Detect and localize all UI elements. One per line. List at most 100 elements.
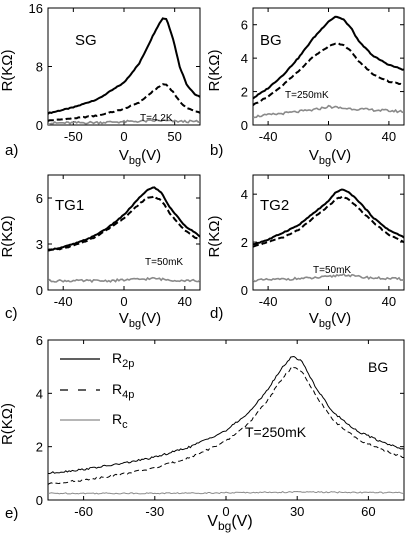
panel-c: -40 0 40 0 3 6 TG1 T=50mK c) R(KΩ) Vbg(V) (0, 174, 201, 330)
x-axis-label-sub: bg (129, 155, 141, 167)
series-line-gray (253, 272, 404, 283)
y-axis-label-main: R(K (0, 419, 16, 445)
series-line-dashed (48, 194, 200, 252)
x-axis-label-close: (V) (141, 147, 161, 164)
legend-label-sub: 4p (122, 389, 134, 401)
x-axis-label: Vbg(V) (309, 147, 351, 167)
y-axis-label-close: ) (0, 403, 16, 408)
series-line-dashed (253, 42, 404, 106)
series-line-solid (253, 188, 404, 246)
x-tick-label: 60 (361, 504, 375, 519)
panel-letter: a) (5, 142, 18, 159)
panel-name-label: BG (260, 32, 282, 49)
y-tick-label: 16 (29, 1, 43, 16)
y-tick-label: 2 (241, 235, 248, 250)
x-axis-label-main: V (309, 147, 319, 164)
y-axis-label-main: R(K (206, 66, 223, 92)
x-axis-label-sub: bg (319, 318, 331, 330)
x-axis-label-main: V (309, 310, 319, 327)
plot-frame (47, 339, 405, 501)
x-tick-label: 0 (222, 504, 229, 519)
y-tick-label: 2 (36, 440, 43, 455)
y-tick-label: 6 (36, 191, 43, 206)
panel-d: -40 0 40 0 2 4 TG2 T=50mK d) R(KΩ) Vbg(V) (206, 174, 405, 330)
legend-label: R2p (112, 350, 134, 370)
x-axis-label-sub: bg (218, 519, 231, 533)
y-tick-label: 6 (241, 18, 248, 33)
x-axis-label: Vbg(V) (207, 513, 252, 533)
legend-label-sub: 2p (122, 358, 134, 370)
y-tick-label: 8 (36, 60, 43, 75)
y-axis-label-close: ) (0, 49, 16, 54)
panel-name-label: BG (368, 359, 388, 375)
legend-label: Rc (112, 411, 128, 431)
series-line-gray (48, 490, 404, 495)
x-tick-label: -40 (259, 129, 278, 144)
x-axis-label-close: (V) (331, 147, 351, 164)
y-axis-label-omega: Ω (206, 54, 223, 65)
y-axis-label-main: R(K (206, 232, 223, 258)
series-line-solid (253, 15, 404, 100)
y-axis-label-close: ) (206, 49, 223, 54)
x-tick-label: 50 (167, 129, 181, 144)
x-axis-label-close: (V) (141, 310, 161, 327)
y-axis-label: R(KΩ) (206, 215, 223, 257)
plot-frame (252, 7, 405, 126)
x-tick-label: 0 (325, 129, 332, 144)
y-tick-label: 2 (241, 85, 248, 100)
y-axis-label-omega: Ω (0, 54, 16, 65)
panel-name-label: TG2 (260, 197, 289, 214)
x-axis-label-close: (V) (331, 310, 351, 327)
x-axis-label: Vbg(V) (119, 310, 161, 330)
panel-letter: b) (210, 142, 223, 159)
y-axis-label-close: ) (0, 215, 16, 220)
x-axis-label-sub: bg (319, 155, 331, 167)
series-line-gray (48, 119, 200, 125)
panel-name-label: SG (75, 32, 97, 49)
x-tick-label: -60 (74, 504, 93, 519)
panel-letter: d) (210, 305, 223, 322)
y-tick-label: 0 (36, 118, 43, 133)
y-axis-label-omega: Ω (206, 220, 223, 231)
y-axis-label: R(KΩ) (0, 49, 16, 91)
x-axis-label: Vbg(V) (119, 147, 161, 167)
y-axis-label-close: ) (206, 215, 223, 220)
legend-label-main: R (112, 411, 122, 427)
temperature-label: T=4.2K (140, 113, 173, 124)
y-tick-label: 4 (241, 187, 248, 202)
x-tick-label: 30 (290, 504, 304, 519)
x-tick-label: 40 (382, 294, 396, 309)
y-tick-label: 4 (241, 51, 248, 66)
y-tick-label: 0 (36, 283, 43, 298)
y-axis-label-main: R(K (0, 232, 16, 258)
y-tick-label: 6 (36, 333, 43, 348)
legend-label-main: R (112, 381, 122, 397)
y-axis-label-main: R(K (0, 66, 16, 92)
x-tick-label: 0 (120, 129, 127, 144)
y-tick-label: 0 (241, 283, 248, 298)
y-tick-label: 0 (36, 493, 43, 508)
panel-letter: e) (5, 505, 18, 522)
series-line-solid (48, 17, 200, 115)
y-tick-label: 3 (36, 237, 43, 252)
y-axis-label-omega: Ω (0, 220, 16, 231)
panel-e: -60 -30 0 30 600246BGT=250mKe)R(KΩ)Vbg(V)R2p… (0, 333, 405, 533)
x-axis-label: Vbg(V) (309, 310, 351, 330)
series-line-gray (253, 104, 404, 119)
panel-a: -50 0 50 0 8 16 SG T=4.2K a) R(KΩ) Vbg(V) (0, 1, 201, 167)
series-line-solid (48, 355, 404, 475)
x-tick-label: -40 (54, 294, 73, 309)
x-tick-label: -50 (64, 129, 83, 144)
y-axis-label: R(KΩ) (0, 403, 16, 445)
series-line-dashed (253, 195, 404, 248)
series-line-gray (48, 276, 200, 284)
x-tick-label: 0 (120, 294, 127, 309)
y-axis-label: R(KΩ) (206, 49, 223, 91)
y-tick-label: 4 (36, 386, 43, 401)
panel-letter: c) (5, 305, 18, 322)
x-axis-label-main: V (119, 147, 129, 164)
series-line-dashed (48, 365, 404, 485)
temperature-label: T=50mK (313, 265, 351, 276)
